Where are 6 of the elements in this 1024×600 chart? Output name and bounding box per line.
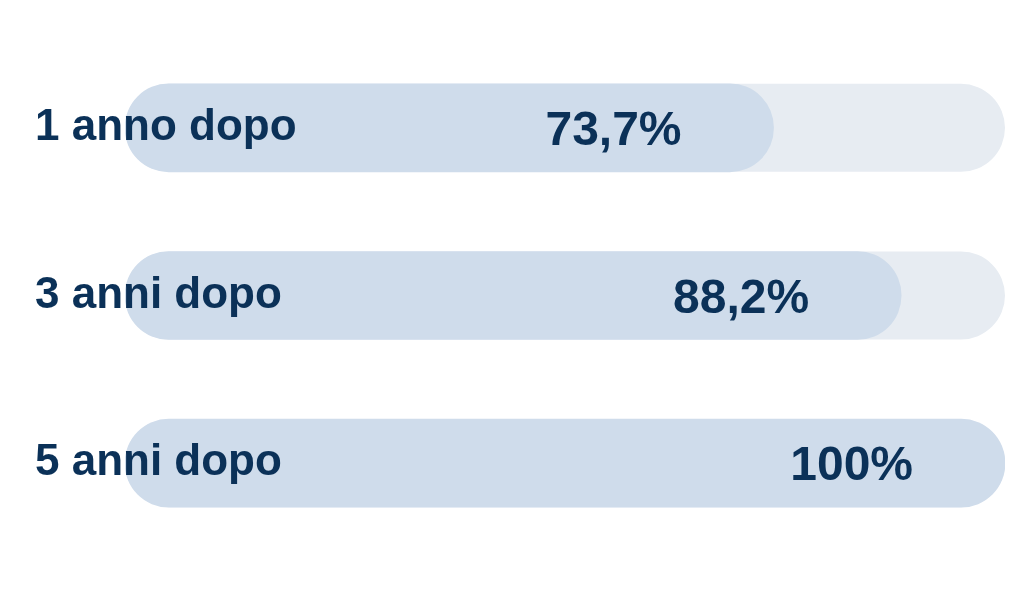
y-tick-label: 5 anni dopo [35, 435, 282, 485]
data-label: 100% [790, 437, 913, 491]
data-label: 88,2% [673, 269, 810, 323]
y-tick-label: 3 anni dopo [35, 267, 282, 317]
y-tick-label: 1 anno dopo [35, 99, 297, 149]
data-label: 73,7% [545, 102, 682, 156]
